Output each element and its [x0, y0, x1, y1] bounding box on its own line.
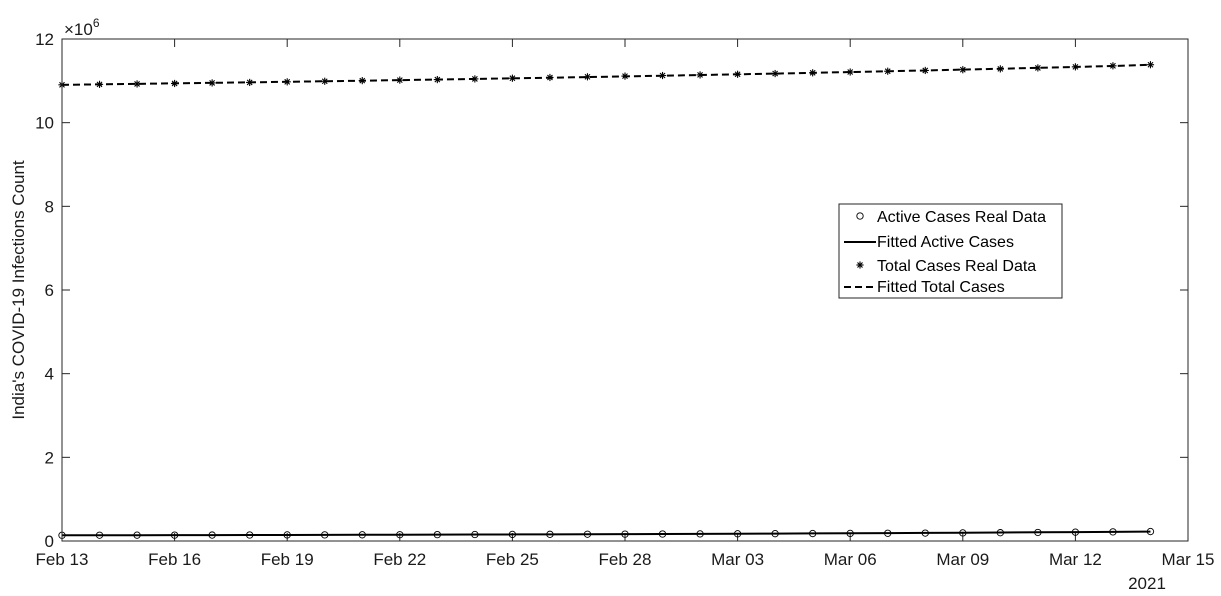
active-real-point — [246, 531, 254, 539]
total-real-point — [959, 66, 967, 74]
total-real-point — [433, 75, 441, 84]
y-tick-label: 8 — [45, 197, 54, 216]
total-real-point — [1034, 64, 1042, 72]
total-real-point — [696, 71, 704, 79]
y-exponent-power: 6 — [93, 16, 100, 30]
legend-label: Active Cases Real Data — [877, 209, 1046, 226]
total-real-point — [734, 70, 742, 78]
legend-label: Fitted Total Cases — [877, 279, 1005, 296]
active-real-point — [133, 531, 141, 539]
total-real-point — [283, 78, 291, 86]
total-real-point — [621, 72, 629, 80]
active-real-point — [733, 530, 742, 538]
total-real-point — [846, 68, 854, 76]
legend-box — [838, 203, 1063, 299]
active-real-point — [996, 529, 1004, 537]
active-real-point — [959, 529, 967, 537]
total-real-point — [95, 80, 104, 88]
total-real-point — [471, 75, 479, 83]
y-tick-label: 6 — [45, 281, 54, 300]
active-real-point — [771, 530, 779, 538]
axes-box — [61, 38, 1189, 542]
x-year-label: 2021 — [1128, 574, 1166, 593]
legend-label: Total Cases Real Data — [877, 258, 1036, 275]
total-real-point — [809, 69, 817, 77]
x-tick-label: Feb 13 — [36, 550, 89, 569]
total-real-point — [1109, 62, 1117, 70]
total-real-point — [583, 73, 592, 81]
total-real-point — [246, 78, 254, 87]
active-real-point — [1034, 528, 1042, 537]
total-real-point — [771, 69, 779, 78]
active-real-point — [1109, 528, 1117, 536]
x-tick-label: Feb 28 — [599, 550, 652, 569]
active-real-point — [884, 529, 892, 537]
active-real-point — [170, 531, 179, 539]
y-tick-label: 2 — [45, 448, 54, 467]
active-real-point — [846, 529, 854, 538]
x-tick-label: Mar 15 — [1162, 550, 1215, 569]
total-real-point — [884, 67, 892, 75]
total-real-point — [1146, 61, 1155, 69]
active-real-point — [621, 530, 629, 538]
y-tick-label: 0 — [45, 532, 54, 551]
total-real-point — [658, 71, 667, 80]
total-real-point — [921, 66, 929, 75]
active-real-point — [358, 531, 366, 539]
active-real-point — [283, 531, 291, 539]
y-axis-ticks: 0 2 4 6 8 10 12 — [35, 30, 1188, 551]
total-real-point — [396, 76, 404, 84]
active-real-point — [546, 530, 554, 538]
total-real-point — [208, 79, 216, 87]
active-real-point — [921, 529, 929, 537]
legend-label: Fitted Active Cases — [877, 234, 1014, 251]
y-axis-label: India's COVID-19 Infections Count — [9, 160, 28, 420]
active-real-point — [433, 530, 441, 539]
active-real-point — [1146, 527, 1155, 536]
y-tick-label: 4 — [45, 365, 54, 384]
active-real-point — [95, 531, 104, 539]
active-real-point — [471, 530, 479, 539]
x-tick-label: Mar 06 — [824, 550, 877, 569]
total-real-point — [358, 77, 366, 85]
total-real-point — [508, 74, 516, 82]
y-tick-label: 12 — [35, 30, 54, 49]
total-real-point — [133, 80, 141, 88]
x-tick-label: Mar 03 — [711, 550, 764, 569]
total-real-point — [546, 73, 554, 82]
legend-star-marker — [856, 261, 864, 269]
legend-circle-marker — [856, 212, 864, 220]
fitted-total-line — [61, 63, 1151, 86]
x-tick-label: Feb 25 — [486, 550, 539, 569]
x-tick-label: Feb 16 — [148, 550, 201, 569]
legend-items: Active Cases Real Data Fitted Active Case… — [844, 209, 1046, 296]
total-real-point — [171, 79, 179, 88]
y-exponent-base: ×10 — [64, 20, 93, 39]
active-real-point — [508, 530, 517, 539]
active-real-point — [809, 529, 817, 538]
active-real-point — [696, 530, 704, 538]
total-real-point — [996, 65, 1004, 73]
legend: Active Cases Real Data Fitted Active Case… — [838, 203, 1063, 299]
y-tick-label: 10 — [35, 114, 54, 133]
active-real-point — [321, 531, 329, 539]
active-real-point — [583, 530, 592, 538]
active-real-point — [396, 531, 404, 539]
active-real-point — [658, 530, 667, 538]
x-tick-label: Feb 19 — [261, 550, 314, 569]
x-tick-label: Feb 22 — [373, 550, 426, 569]
active-real-point — [1071, 528, 1080, 536]
x-tick-label: Mar 09 — [936, 550, 989, 569]
fitted-active-line — [61, 530, 1151, 537]
active-real-point — [208, 531, 216, 539]
y-exponent: ×106 — [64, 16, 100, 39]
x-tick-label: Mar 12 — [1049, 550, 1102, 569]
total-real-point — [321, 77, 329, 85]
series-layer — [58, 61, 1155, 539]
total-real-point — [1071, 63, 1079, 71]
